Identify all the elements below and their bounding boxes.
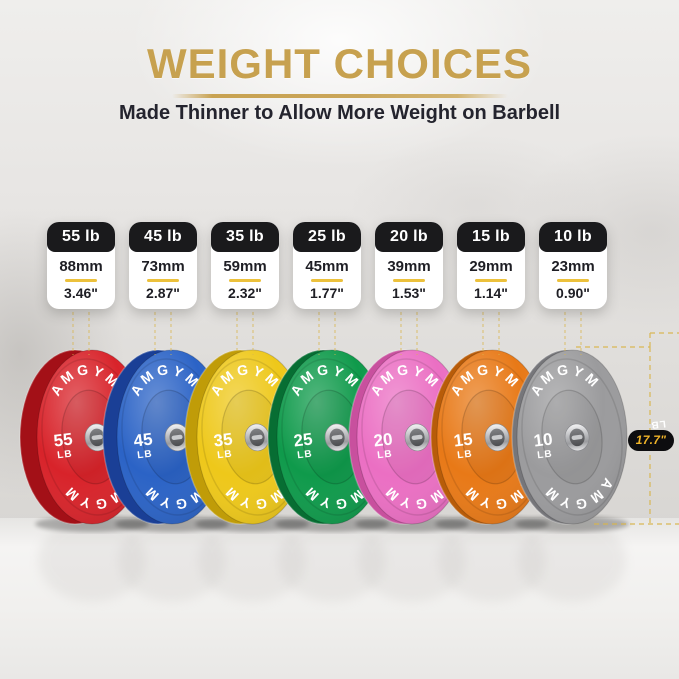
- diameter-badge: 17.7": [628, 430, 674, 451]
- plate-10lb: AMGYMAMGYM10LB10LB: [511, 349, 670, 525]
- floor-reflections: [38, 518, 626, 602]
- weight-unit: LB: [297, 449, 314, 462]
- weight-unit: LB: [57, 449, 74, 462]
- weight-unit: LB: [650, 418, 667, 431]
- thickness-leader-lines: [318, 306, 336, 355]
- weight-unit: LB: [537, 449, 554, 462]
- reflection: [358, 518, 466, 602]
- gold-underline: [172, 94, 508, 98]
- weight-number: 45: [133, 429, 154, 450]
- reflection: [198, 518, 306, 602]
- center-hub-icon: [564, 423, 590, 452]
- reflection: [518, 518, 626, 602]
- weight-unit: LB: [217, 449, 234, 462]
- center-hub-icon: [404, 423, 430, 452]
- leader-lines: [72, 306, 582, 355]
- reflection: [118, 518, 226, 602]
- weight-number: 55: [53, 429, 74, 450]
- center-hub-icon: [324, 423, 350, 452]
- center-hub-icon: [84, 423, 110, 452]
- weight-number: 15: [453, 429, 474, 450]
- thickness-leader-lines: [72, 306, 90, 355]
- diameter-measure-lines: [576, 332, 679, 525]
- page-title: WEIGHT CHOICES: [146, 40, 532, 87]
- plates-group: AMGYMAMGYM55LB55LBAMGYMAMGYM45LB45LBAMGY…: [19, 349, 670, 532]
- plate-content: AMGYMAMGYM10LB10LB: [521, 357, 670, 517]
- reflection: [278, 518, 386, 602]
- thickness-leader-lines: [400, 306, 418, 355]
- page-subtitle: Made Thinner to Allow More Weight on Bar…: [118, 102, 561, 124]
- reflection: [438, 518, 546, 602]
- weight-unit: LB: [457, 449, 474, 462]
- reflection: [38, 518, 146, 602]
- weight-number: 20: [373, 429, 394, 450]
- center-hub-icon: [244, 423, 270, 452]
- thickness-leader-lines: [482, 306, 500, 355]
- center-hub-icon: [484, 423, 510, 452]
- outer-groove-ring: [521, 358, 623, 516]
- weight-unit: LB: [137, 449, 154, 462]
- center-hub-icon: [164, 423, 190, 452]
- weight-unit: LB: [377, 449, 394, 462]
- weight-number: 25: [293, 429, 314, 450]
- thickness-leader-lines: [154, 306, 172, 355]
- weight-number: 10: [533, 429, 554, 450]
- thickness-leader-lines: [236, 306, 254, 355]
- weight-number: 35: [213, 429, 234, 450]
- thickness-leader-lines: [564, 306, 582, 355]
